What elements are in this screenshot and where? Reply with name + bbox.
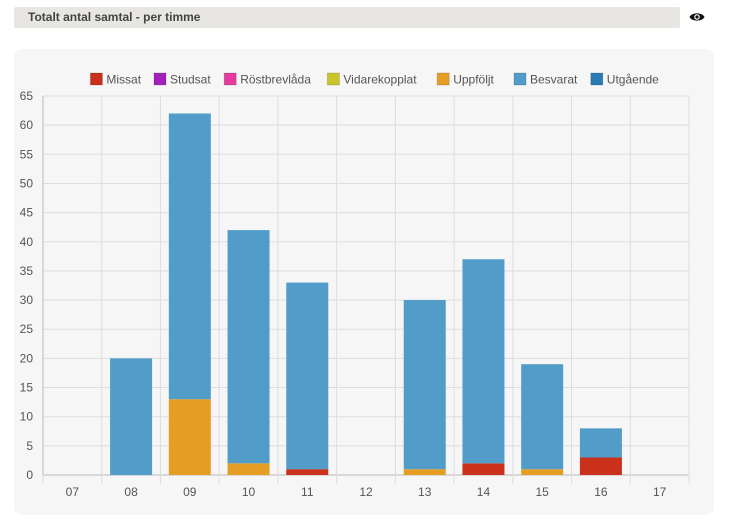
legend-swatch — [153, 72, 167, 86]
bar-segment — [227, 230, 270, 464]
x-tick-label: 15 — [536, 485, 550, 499]
x-tick-label: 16 — [594, 485, 608, 499]
bar-segment — [579, 428, 622, 458]
bar-segment — [286, 469, 329, 475]
y-tick-label: 5 — [26, 439, 33, 453]
y-tick-label: 60 — [20, 118, 34, 132]
x-tick-label: 12 — [359, 485, 373, 499]
x-tick-label: 08 — [124, 485, 138, 499]
bar-segment — [521, 364, 564, 470]
legend-item-label: Missat — [106, 73, 141, 87]
bar-segment — [403, 300, 446, 470]
bar-segment — [462, 463, 505, 475]
legend-swatch — [590, 72, 604, 86]
eye-icon[interactable] — [689, 11, 705, 23]
bars — [110, 113, 622, 475]
legend-item-label: Besvarat — [530, 73, 578, 87]
bar-segment — [286, 282, 329, 470]
legend-swatch — [89, 72, 103, 86]
bar-segment — [579, 457, 622, 475]
y-tick-label: 10 — [20, 410, 34, 424]
legend-swatch — [513, 72, 527, 86]
bar-segment — [110, 358, 153, 475]
legend-item-label: Studsat — [170, 73, 211, 87]
y-tick-label: 15 — [20, 381, 34, 395]
bar-segment — [462, 259, 505, 464]
y-tick-label: 0 — [26, 468, 33, 482]
legend: Missat Studsat Röstbrevlåda Vidarekopplat Up… — [89, 72, 659, 87]
legend-item-label: Vidarekopplat — [343, 73, 417, 87]
y-tick-label: 55 — [20, 147, 34, 161]
bar-segment — [227, 463, 270, 475]
x-tick-label: 13 — [418, 485, 432, 499]
y-tick-label: 45 — [20, 206, 34, 220]
y-tick-label: 30 — [20, 293, 34, 307]
y-tick-label: 35 — [20, 264, 34, 278]
x-tick-label: 10 — [242, 485, 256, 499]
bar-segment — [521, 469, 564, 475]
axes: 0 5 10 15 20 25 30 35 40 45 50 55 60 65 07 08 09 10 11 12 13… — [20, 89, 667, 499]
legend-swatch — [436, 72, 450, 86]
bar-segment — [168, 113, 211, 400]
x-tick-label: 17 — [653, 485, 667, 499]
y-tick-label: 25 — [20, 322, 34, 336]
bar-segment — [403, 469, 446, 475]
x-tick-label: 11 — [301, 485, 314, 499]
legend-swatch — [326, 72, 340, 86]
y-tick-label: 65 — [20, 89, 34, 103]
y-tick-label: 50 — [20, 176, 34, 190]
x-tick-label: 09 — [183, 485, 197, 499]
chart-header-bar: Totalt antal samtal - per timme — [14, 7, 680, 28]
y-tick-label: 40 — [20, 235, 34, 249]
bar-segment — [168, 399, 211, 475]
x-tick-label: 14 — [477, 485, 491, 499]
legend-swatch — [223, 72, 237, 86]
legend-item-label: Röstbrevlåda — [240, 73, 311, 87]
x-tick-label: 07 — [66, 485, 80, 499]
legend-item-label: Utgående — [607, 73, 659, 87]
y-tick-label: 20 — [20, 351, 34, 365]
chart-title: Totalt antal samtal - per timme — [28, 10, 201, 24]
legend-item-label: Uppföljt — [453, 73, 494, 87]
